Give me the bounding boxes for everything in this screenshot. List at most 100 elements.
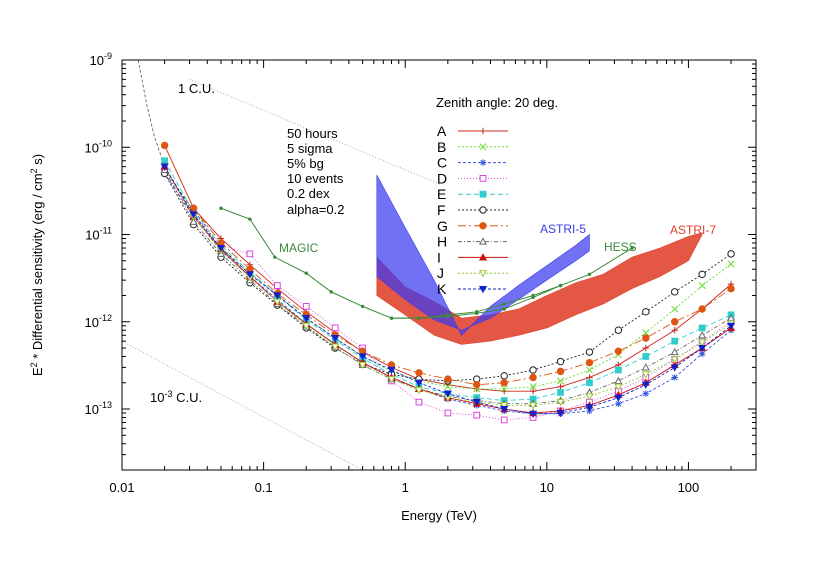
point-e: [698, 324, 706, 332]
point-hess: [558, 283, 563, 288]
point-k: [387, 366, 396, 375]
point-j: [302, 322, 311, 330]
point-c: [671, 374, 678, 381]
crab-reference-line-1: [122, 340, 364, 470]
point-k: [443, 390, 452, 398]
point-a: [529, 388, 537, 395]
legend-marker-h: [478, 237, 488, 245]
point-k: [614, 394, 623, 402]
point-d: [331, 324, 339, 332]
legend-label-j: J: [437, 265, 444, 281]
point-magic: [360, 304, 365, 309]
point-d: [473, 411, 481, 419]
legend-marker-f: [479, 206, 487, 214]
y-axis-label: E2 * Differential sensitivity (erg / cm2…: [29, 154, 45, 376]
point-b: [642, 329, 650, 337]
y-tick-label: 10-9: [90, 51, 112, 68]
point-a: [671, 327, 678, 334]
milli-crab-label: 10-3 C.U.: [150, 389, 202, 405]
point-g: [642, 334, 650, 342]
point-k: [216, 244, 226, 253]
point-c: [615, 400, 622, 407]
series-layer: [160, 141, 736, 424]
point-g: [585, 358, 594, 367]
series-line-g: [164, 145, 732, 386]
point-j: [500, 402, 509, 410]
hess-label: HESS: [604, 240, 637, 254]
band-astri-7: [376, 232, 703, 345]
point-j: [387, 376, 396, 384]
point-e: [671, 337, 679, 345]
legend-title: Zenith angle: 20 deg.: [436, 95, 558, 110]
point-d: [302, 303, 310, 310]
point-magic: [248, 217, 252, 221]
y-tick-label: 10-12: [85, 313, 112, 330]
legend-label-g: G: [437, 218, 448, 234]
point-f: [698, 270, 706, 278]
point-k: [641, 381, 650, 389]
point-g: [556, 367, 565, 376]
axes-layer: 0.01 0.1 1 10 100 10-13 10-12 10-11 10-10 10-9: [85, 51, 757, 495]
point-k: [302, 315, 311, 323]
point-hess: [531, 293, 535, 298]
point-g: [614, 347, 623, 355]
point-h: [698, 331, 707, 339]
y-tick-label: 10-11: [85, 226, 112, 243]
x-tick-label: 0.1: [255, 480, 273, 495]
point-k: [472, 399, 481, 407]
point-hess: [446, 313, 450, 317]
point-k: [245, 271, 254, 279]
point-c: [698, 350, 706, 357]
point-hess: [630, 246, 634, 250]
x-tick-label: 10: [540, 480, 554, 495]
x-tick-label: 1: [402, 480, 409, 495]
legend-label-d: D: [437, 170, 447, 186]
point-a: [642, 344, 650, 352]
point-j: [358, 361, 367, 370]
point-d: [415, 398, 423, 406]
point-b: [556, 377, 565, 385]
point-magic: [329, 290, 333, 294]
point-f: [614, 326, 623, 334]
condition-hours: 50 hours: [287, 126, 338, 141]
crab-reference-line-0: [189, 78, 442, 186]
legend-label-h: H: [437, 234, 447, 250]
point-g: [160, 141, 169, 150]
series-line-j: [164, 166, 732, 406]
point-h: [189, 217, 198, 225]
x-tick-label: 0.01: [109, 480, 134, 495]
point-k: [670, 364, 679, 372]
point-k: [273, 292, 282, 300]
legend-marker-e: [479, 190, 487, 198]
point-k: [414, 379, 423, 387]
legend-label-i: I: [437, 249, 441, 265]
legend-marker-b: [479, 143, 487, 151]
legend-label-c: C: [437, 155, 447, 171]
point-hess: [475, 310, 479, 314]
point-g: [529, 373, 537, 382]
astri5-label: ASTRI-5: [540, 222, 586, 236]
plot-frame: [121, 59, 757, 471]
point-j: [414, 386, 423, 395]
point-k: [529, 410, 538, 419]
point-hess: [587, 272, 592, 276]
magic-label: MAGIC: [279, 241, 319, 255]
point-g: [500, 379, 508, 387]
point-b: [698, 281, 706, 290]
point-j: [614, 383, 623, 391]
point-j: [556, 399, 565, 407]
point-k: [358, 353, 367, 361]
series-line-h: [164, 169, 732, 405]
point-magic: [219, 206, 223, 210]
condition-bg: 5% bg: [287, 156, 324, 171]
point-f: [585, 348, 594, 356]
condition-sigma: 5 sigma: [287, 141, 333, 156]
bands-layer: [376, 174, 703, 345]
conditions-block: 50 hours 5 sigma 5% bg 10 events 0.2 dex…: [287, 126, 344, 217]
point-j: [585, 393, 594, 401]
legend-marker-a: [479, 127, 487, 135]
point-k: [698, 344, 707, 353]
point-f: [529, 366, 537, 374]
